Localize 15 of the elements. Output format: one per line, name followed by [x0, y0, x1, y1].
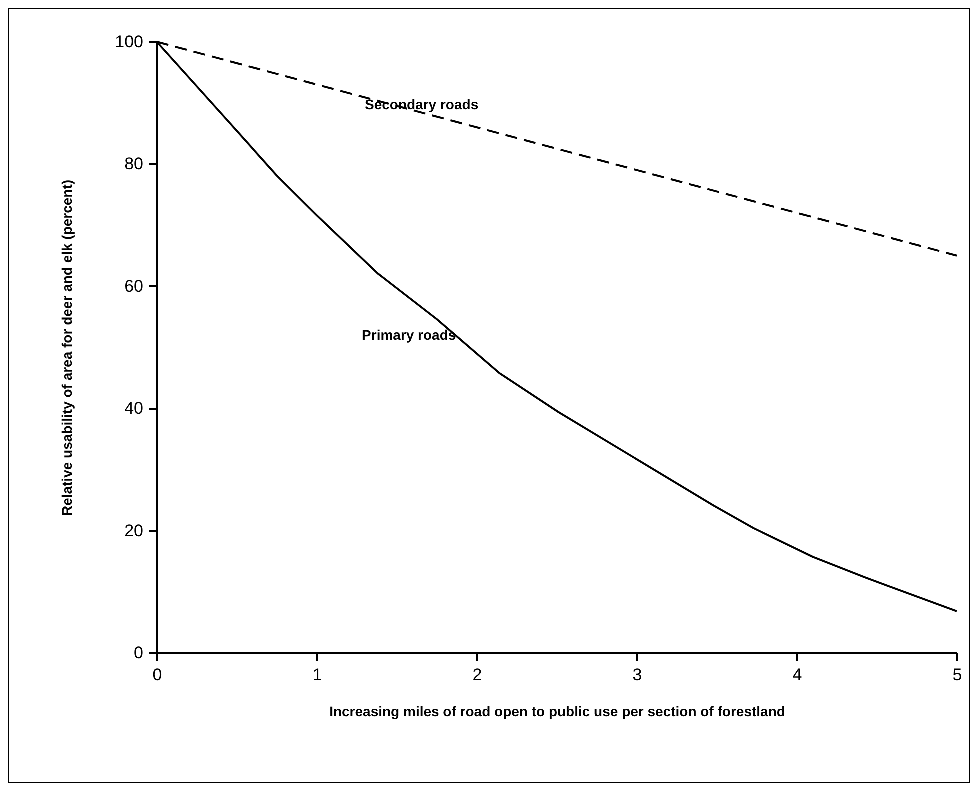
y-tick-label: 100: [115, 32, 144, 52]
x-axis-title: Increasing miles of road open to public use per section of forestland: [330, 704, 786, 720]
y-tick-label: 0: [134, 644, 144, 662]
y-tick-label: 40: [124, 399, 144, 418]
x-tick-label: 2: [472, 666, 482, 684]
y-tick-label: 80: [124, 154, 144, 174]
x-tick-label: 3: [632, 666, 642, 684]
x-tick-label: 4: [792, 666, 802, 684]
x-tick-label: 0: [152, 666, 162, 684]
y-axis-title: Relative usability of area for deer and elk (percent): [59, 180, 76, 516]
x-tick-label: 5: [952, 666, 962, 684]
series-label: Primary roads: [362, 326, 456, 343]
y-tick-label: 20: [124, 521, 144, 540]
x-tick-label: 1: [312, 666, 322, 684]
y-tick-label: 60: [124, 276, 144, 296]
